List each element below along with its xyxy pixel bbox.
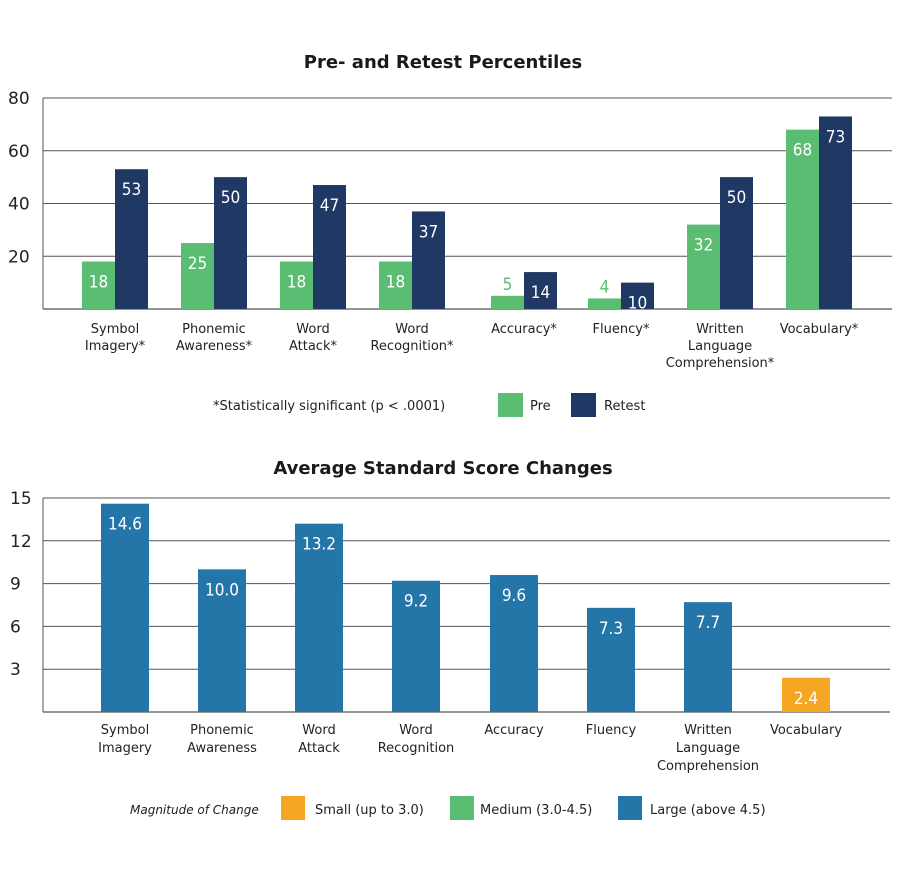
data-label-pre-word-attack: 18 xyxy=(287,273,306,293)
data-label-pre-phonemic-awareness: 25 xyxy=(188,254,207,274)
chart2-gridlines xyxy=(42,497,890,713)
chart1-footnote: *Statistically significant (p < .0001) xyxy=(213,399,445,414)
x-tick-label-fluency: Fluency* xyxy=(593,322,650,337)
data-label-retest-word-recognition: 37 xyxy=(419,222,438,242)
legend-swatch-retest xyxy=(571,393,596,417)
data-label-phonemic-awareness: 10.0 xyxy=(205,580,239,600)
chart1-x-axis: Symbol Imagery* Phonemic Awareness* Word Atta… xyxy=(85,322,859,371)
legend-swatch-small xyxy=(281,796,305,820)
data-label-pre-word-recognition: 18 xyxy=(386,273,405,293)
chart1-legend: Pre Retest xyxy=(498,393,645,417)
chart2-legend: Small (up to 3.0) Medium (3.0-4.5) Large (… xyxy=(281,796,766,820)
chart2-y-axis: 3 6 9 12 15 xyxy=(10,489,32,680)
data-label-retest-symbol-imagery: 53 xyxy=(122,180,141,200)
bar-word-recognition xyxy=(392,580,440,712)
data-label-retest-vocabulary: 73 xyxy=(826,127,845,147)
x-tick-label-word-attack: Word Attack* xyxy=(289,322,338,354)
y-tick-label: 12 xyxy=(10,532,32,552)
x-tick-label-phonemic-awareness: Phonemic Awareness* xyxy=(176,322,253,354)
x-tick-label-word-recognition: Word Recognition xyxy=(378,723,455,756)
chart1-gridlines xyxy=(42,97,892,310)
y-tick-label: 80 xyxy=(8,89,30,109)
data-label-pre-written-language-comprehension: 32 xyxy=(694,236,713,256)
y-tick-label: 40 xyxy=(8,195,30,215)
bar-retest-word-recognition xyxy=(412,211,445,309)
chart2-bars: 14.6 10.0 13.2 9.2 9.6 7.3 7.7 2.4 xyxy=(101,503,830,712)
data-label-retest-fluency: 10 xyxy=(628,294,647,314)
x-tick-label-word-attack: Word Attack xyxy=(298,723,340,756)
chart2-title: Average Standard Score Changes xyxy=(273,458,612,479)
y-tick-label: 20 xyxy=(8,247,30,267)
chart1-title: Pre- and Retest Percentiles xyxy=(304,52,582,73)
x-tick-label-written-language-comprehension: Written Language Comprehension xyxy=(657,723,759,774)
y-tick-label: 6 xyxy=(10,617,21,637)
bar-pre-symbol-imagery xyxy=(82,261,115,309)
y-tick-label: 3 xyxy=(10,660,21,680)
data-label-pre-symbol-imagery: 18 xyxy=(89,273,108,293)
data-label-vocabulary: 2.4 xyxy=(794,689,818,709)
chart1-bars: 18 53 25 50 18 47 18 37 5 14 4 10 32 50 68 73 xyxy=(82,116,852,314)
bar-pre-word-attack xyxy=(280,261,313,309)
x-tick-label-accuracy: Accuracy* xyxy=(491,322,557,337)
legend-label-retest: Retest xyxy=(604,399,645,414)
bar-written-language-comprehension xyxy=(684,602,732,712)
bar-retest-written-language-comprehension xyxy=(720,177,753,309)
bar-retest-accuracy xyxy=(524,272,557,309)
x-tick-label-word-recognition: Word Recognition* xyxy=(370,322,454,354)
data-label-retest-word-attack: 47 xyxy=(320,196,339,216)
legend-label-large: Large (above 4.5) xyxy=(650,803,766,818)
x-tick-label-vocabulary: Vocabulary xyxy=(770,723,842,738)
bar-vocabulary xyxy=(782,677,830,712)
legend-swatch-medium xyxy=(450,796,474,820)
y-tick-label: 9 xyxy=(10,575,21,595)
x-tick-label-fluency: Fluency xyxy=(586,723,637,738)
x-tick-label-accuracy: Accuracy xyxy=(484,723,544,738)
y-tick-label: 60 xyxy=(8,142,30,162)
legend-label-medium: Medium (3.0-4.5) xyxy=(480,803,592,818)
data-label-pre-vocabulary: 68 xyxy=(793,141,812,161)
bar-retest-symbol-imagery xyxy=(115,169,148,309)
data-label-word-attack: 13.2 xyxy=(302,535,336,555)
x-tick-label-vocabulary: Vocabulary* xyxy=(780,322,859,337)
data-label-accuracy: 9.6 xyxy=(502,586,526,606)
bar-symbol-imagery xyxy=(101,503,149,712)
bar-fluency xyxy=(587,607,635,712)
bar-phonemic-awareness xyxy=(198,569,246,712)
y-tick-label: 15 xyxy=(10,489,32,509)
data-label-written-language-comprehension: 7.7 xyxy=(696,613,720,633)
bar-pre-written-language-comprehension xyxy=(687,224,720,309)
x-tick-label-written-language-comprehension: Written Language Comprehension* xyxy=(666,322,775,371)
x-tick-label-symbol-imagery: Symbol Imagery* xyxy=(85,322,146,354)
data-label-symbol-imagery: 14.6 xyxy=(108,515,142,535)
legend-label-small: Small (up to 3.0) xyxy=(315,803,424,818)
bar-accuracy xyxy=(490,575,538,712)
legend-swatch-pre xyxy=(498,393,523,417)
bar-retest-phonemic-awareness xyxy=(214,177,247,309)
bar-pre-accuracy xyxy=(491,295,524,309)
bar-retest-fluency xyxy=(621,282,654,309)
data-label-word-recognition: 9.2 xyxy=(404,592,428,612)
x-tick-label-phonemic-awareness: Phonemic Awareness xyxy=(187,723,257,756)
data-label-pre-fluency: 4 xyxy=(600,277,610,297)
bar-word-attack xyxy=(295,523,343,712)
chart2-legend-title: Magnitude of Change xyxy=(130,803,259,817)
data-label-fluency: 7.3 xyxy=(599,619,623,639)
bar-pre-vocabulary xyxy=(786,129,819,309)
legend-label-pre: Pre xyxy=(530,399,551,414)
bar-retest-word-attack xyxy=(313,185,346,309)
bar-pre-fluency xyxy=(588,298,621,309)
data-label-retest-accuracy: 14 xyxy=(531,283,550,303)
x-tick-label-symbol-imagery: Symbol Imagery xyxy=(98,723,152,756)
chart1-y-axis: 20 40 60 80 xyxy=(8,89,30,267)
bar-pre-word-recognition xyxy=(379,261,412,309)
bar-retest-vocabulary xyxy=(819,116,852,310)
legend-swatch-large xyxy=(618,796,642,820)
data-label-retest-written-language-comprehension: 50 xyxy=(727,188,746,208)
bar-pre-phonemic-awareness xyxy=(181,243,214,309)
data-label-pre-accuracy: 5 xyxy=(503,275,513,295)
chart2-x-axis: Symbol Imagery Phonemic Awareness Word Attack… xyxy=(98,723,842,774)
data-label-retest-phonemic-awareness: 50 xyxy=(221,188,240,208)
